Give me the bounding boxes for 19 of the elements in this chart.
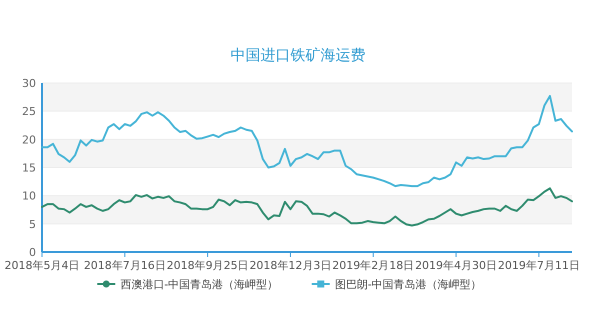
chart-title: 中国进口铁矿海运费: [230, 46, 366, 64]
y-tick-label: 20: [22, 133, 36, 146]
y-tick-label: 25: [22, 105, 36, 118]
y-tick-label: 15: [22, 162, 36, 174]
x-tick-label: 2018年12月3日: [249, 259, 332, 272]
x-tick-label: 2018年9月25日: [166, 259, 249, 272]
x-tick-label: 2018年7月16日: [84, 259, 166, 272]
line-series: [41, 187, 573, 227]
x-tick-label: 2019年2月18日: [332, 259, 414, 272]
line-series: [41, 94, 573, 188]
y-tick-label: 30: [22, 77, 36, 90]
legend-label: 图巴朗-中国青岛港（海岬型）: [334, 278, 482, 291]
x-tick-label: 2019年7月11日: [498, 259, 580, 272]
y-tick-label: 10: [22, 190, 36, 203]
y-tick-label: 5: [29, 218, 36, 231]
legend-label: 西澳港口-中国青岛港（海岬型）: [120, 278, 278, 291]
x-tick-label: 2018年5月4日: [4, 259, 80, 272]
y-tick-label: 0: [29, 246, 36, 259]
x-tick-label: 2019年4月30日: [415, 259, 498, 272]
